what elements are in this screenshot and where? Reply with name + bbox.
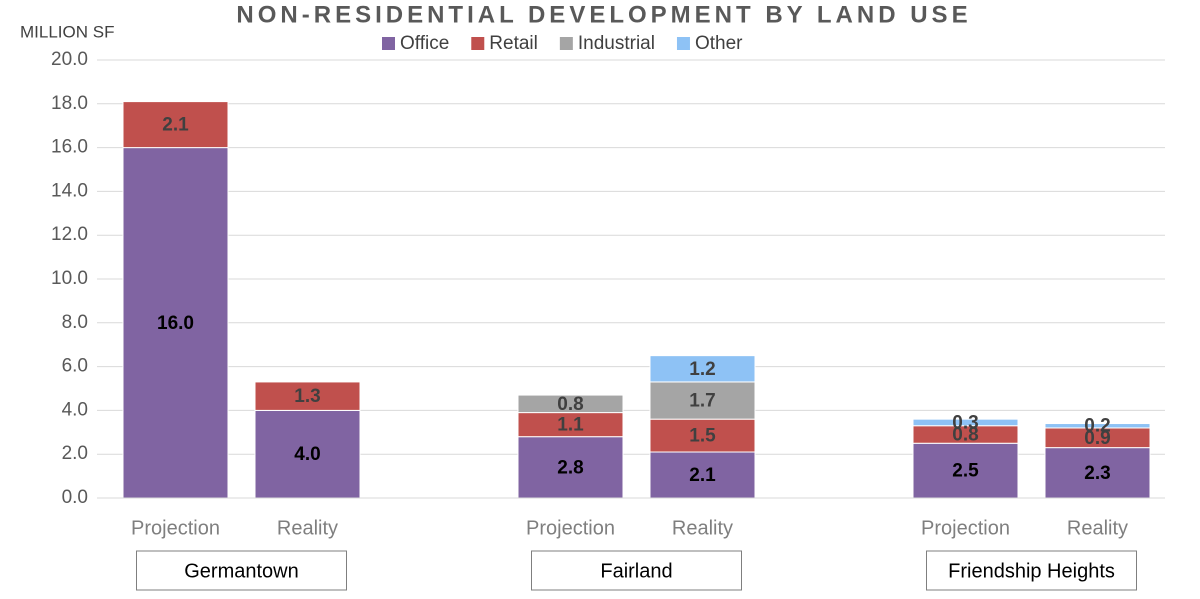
y-tick-label: 2.0 — [62, 443, 88, 464]
y-tick-label: 20.0 — [51, 49, 88, 70]
legend-swatch — [471, 37, 485, 50]
legend-swatch — [382, 37, 395, 50]
data-label: 2.1 — [689, 465, 716, 486]
bar-segment — [649, 381, 756, 420]
data-label: 0.3 — [952, 412, 978, 433]
group-label: Germantown — [184, 560, 299, 582]
legend-swatch — [676, 37, 690, 50]
data-label: 2.3 — [1084, 463, 1110, 484]
data-label: 1.1 — [557, 415, 584, 436]
y-tick-label: 10.0 — [51, 268, 88, 289]
data-label: 1.5 — [689, 426, 716, 447]
data-label: 0.8 — [557, 394, 583, 415]
data-label: 0.9 — [1084, 428, 1110, 449]
data-label: 1.7 — [689, 391, 715, 412]
legend-label: Industrial — [578, 33, 655, 54]
y-axis-label: MILLION SF — [20, 22, 114, 41]
y-tick-label: 8.0 — [62, 312, 88, 333]
data-label: 1.3 — [294, 386, 320, 407]
bar-segment — [912, 418, 1019, 427]
bar-segment — [517, 436, 624, 499]
data-label: 1.2 — [689, 359, 715, 380]
x-tick-label: Projection — [921, 517, 1010, 539]
y-tick-label: 18.0 — [51, 93, 88, 114]
x-tick-label: Projection — [526, 517, 615, 539]
bar-segment — [517, 394, 624, 414]
bar-segment — [649, 418, 756, 453]
data-label: 16.0 — [157, 313, 194, 334]
legend-label: Office — [400, 33, 449, 54]
y-tick-label: 6.0 — [62, 356, 88, 377]
bar-segment — [1044, 447, 1151, 499]
data-label: 2.8 — [557, 457, 583, 478]
x-tick-label: Reality — [672, 517, 733, 539]
y-tick-label: 14.0 — [51, 180, 88, 201]
bar-segment — [254, 381, 361, 411]
bar-segment — [517, 412, 624, 438]
x-tick-label: Reality — [1067, 517, 1128, 539]
bar-segment — [1044, 423, 1151, 429]
data-label: 4.0 — [294, 444, 320, 465]
group-box — [926, 550, 1137, 591]
x-tick-label: Reality — [277, 517, 338, 539]
group-box — [136, 550, 347, 591]
bar-segment — [254, 409, 361, 499]
data-label: 2.5 — [952, 461, 979, 482]
data-label: 2.1 — [162, 115, 189, 136]
group-label: Friendship Heights — [948, 560, 1115, 582]
bar-segment — [122, 101, 229, 149]
y-tick-label: 0.0 — [62, 487, 88, 508]
y-tick-label: 4.0 — [62, 399, 88, 420]
y-tick-label: 16.0 — [51, 137, 88, 158]
legend-swatch — [559, 37, 573, 50]
chart-title: NON-RESIDENTIAL DEVELOPMENT BY LAND USE — [236, 1, 971, 28]
y-tick-label: 12.0 — [51, 224, 88, 245]
data-label: 0.2 — [1084, 416, 1110, 437]
x-tick-label: Projection — [131, 517, 220, 539]
group-label: Fairland — [600, 560, 672, 582]
data-label: 0.8 — [952, 425, 978, 446]
legend-label: Other — [695, 33, 743, 54]
bar-segment — [649, 355, 756, 383]
group-box — [531, 550, 742, 591]
legend-label: Retail — [489, 33, 538, 54]
bar-segment — [122, 147, 229, 499]
